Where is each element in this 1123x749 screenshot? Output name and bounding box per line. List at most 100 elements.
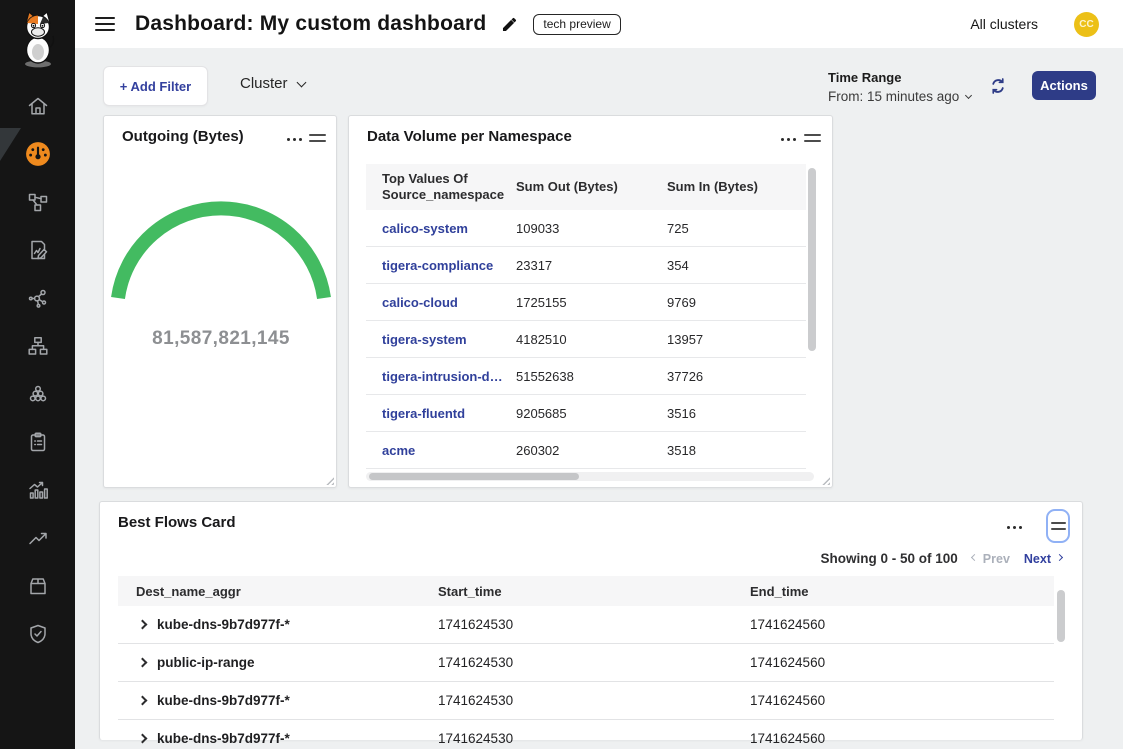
expand-row-chevron-icon[interactable] bbox=[137, 619, 148, 630]
edit-dashboard-button[interactable] bbox=[500, 15, 519, 34]
sum-out-cell: 109033 bbox=[516, 220, 560, 236]
avatar[interactable]: CC bbox=[1074, 11, 1099, 37]
namespace-link[interactable]: calico-cloud bbox=[382, 294, 458, 310]
card-menu-button[interactable] bbox=[283, 134, 306, 145]
expand-row-chevron-icon[interactable] bbox=[137, 695, 148, 706]
dashboard-gauge-icon bbox=[25, 142, 50, 166]
chevron-left-icon bbox=[970, 553, 978, 561]
gauge-value: 81,587,821,145 bbox=[152, 328, 290, 349]
dest-name-cell: kube-dns-9b7d977f-* bbox=[157, 731, 290, 746]
sum-in-cell: 13957 bbox=[667, 331, 704, 347]
column-header: Top Values Of Source_namespace bbox=[382, 170, 505, 202]
sidebar-item-trends[interactable] bbox=[0, 514, 75, 562]
sum-out-cell: 4182510 bbox=[516, 331, 567, 347]
sidebar-item-reports[interactable] bbox=[0, 226, 75, 274]
card-menu-button[interactable] bbox=[1003, 522, 1026, 533]
best-flows-card: Best Flows Card Showing 0 - 50 of 100 Pr… bbox=[99, 501, 1083, 746]
sum-in-cell: 9769 bbox=[667, 294, 696, 310]
dest-name-cell: public-ip-range bbox=[157, 655, 255, 670]
sidebar-item-compliance[interactable] bbox=[0, 418, 75, 466]
start-time-cell: 1741624530 bbox=[438, 617, 514, 632]
namespace-link[interactable]: tigera-system bbox=[382, 331, 467, 347]
sum-in-cell: 37726 bbox=[667, 368, 704, 384]
namespace-link[interactable]: tigera-compliance bbox=[382, 257, 494, 273]
table-row: tigera-intrusion-d… 51552638 37726 bbox=[366, 358, 806, 395]
refresh-button[interactable] bbox=[988, 76, 1008, 96]
table-row: acme 260302 3518 bbox=[366, 432, 806, 469]
pagination-status: Showing 0 - 50 of 100 bbox=[820, 551, 958, 566]
add-filter-button[interactable]: + Add Filter bbox=[103, 66, 208, 106]
vertical-scrollbar[interactable] bbox=[808, 168, 816, 351]
graph-nodes-icon bbox=[28, 289, 46, 308]
top-bar: Dashboard: My custom dashboard tech prev… bbox=[75, 0, 1123, 48]
data-volume-table-body: calico-system 109033 725 tigera-complian… bbox=[366, 210, 806, 469]
start-time-cell: 1741624530 bbox=[438, 693, 514, 708]
sidebar-item-security[interactable] bbox=[0, 610, 75, 658]
cat-logo-icon bbox=[24, 10, 54, 68]
namespace-link[interactable]: calico-system bbox=[382, 220, 468, 236]
sidebar-nav bbox=[0, 82, 75, 658]
cluster-dropdown[interactable]: Cluster bbox=[240, 75, 306, 92]
sum-in-cell: 725 bbox=[667, 220, 689, 236]
horizontal-scrollbar[interactable] bbox=[369, 473, 579, 480]
clipboard-icon bbox=[30, 432, 45, 452]
chevron-down-icon bbox=[296, 77, 306, 87]
card-menu-button[interactable] bbox=[777, 134, 800, 145]
card-title: Outgoing (Bytes) bbox=[122, 128, 244, 145]
gauge-arc bbox=[111, 201, 331, 299]
prev-page-button[interactable]: Prev bbox=[970, 552, 1010, 566]
home-icon bbox=[28, 97, 47, 115]
sidebar-item-topology[interactable] bbox=[0, 178, 75, 226]
time-range-label: Time Range bbox=[828, 70, 902, 85]
sidebar-item-dashboards[interactable] bbox=[0, 130, 75, 178]
actions-button[interactable]: Actions bbox=[1032, 71, 1096, 100]
expand-row-chevron-icon[interactable] bbox=[137, 657, 148, 668]
cluster-circles-icon bbox=[29, 385, 46, 402]
data-volume-table: Top Values Of Source_namespace Sum Out (… bbox=[366, 164, 806, 469]
column-header: Sum In (Bytes) bbox=[667, 178, 759, 194]
card-resize-handle[interactable] bbox=[325, 476, 334, 485]
sidebar-item-packages[interactable] bbox=[0, 562, 75, 610]
sidebar-item-network[interactable] bbox=[0, 322, 75, 370]
chevron-down-icon bbox=[965, 91, 973, 99]
next-page-button[interactable]: Next bbox=[1023, 551, 1064, 566]
time-range-selector[interactable]: From: 15 minutes ago bbox=[828, 89, 973, 104]
namespace-link[interactable]: acme bbox=[382, 442, 416, 458]
dest-name-cell: kube-dns-9b7d977f-* bbox=[157, 693, 290, 708]
all-clusters-selector[interactable]: All clusters bbox=[970, 16, 1038, 32]
expand-row-chevron-icon[interactable] bbox=[137, 733, 148, 744]
sidebar-item-statistics[interactable] bbox=[0, 466, 75, 514]
sidebar-item-home[interactable] bbox=[0, 82, 75, 130]
report-edit-icon bbox=[30, 240, 47, 260]
chart-stats-icon bbox=[28, 481, 48, 499]
namespace-link[interactable]: tigera-fluentd bbox=[382, 405, 466, 421]
calico-cat-logo[interactable] bbox=[0, 0, 75, 78]
column-header: Start_time bbox=[438, 583, 502, 599]
time-range-value: From: 15 minutes ago bbox=[828, 89, 960, 104]
card-title: Best Flows Card bbox=[118, 514, 236, 531]
column-header: Sum Out (Bytes) bbox=[516, 178, 618, 194]
card-resize-handle[interactable] bbox=[821, 476, 830, 485]
table-header-row: Top Values Of Source_namespace Sum Out (… bbox=[366, 164, 806, 210]
card-drag-handle-icon[interactable] bbox=[306, 131, 329, 145]
best-flows-table: Dest_name_aggr Start_time End_time kube-… bbox=[118, 576, 1054, 749]
namespace-link[interactable]: tigera-intrusion-d… bbox=[382, 368, 503, 384]
next-label: Next bbox=[1023, 551, 1051, 566]
best-flows-table-body: kube-dns-9b7d977f-* 1741624530 174162456… bbox=[118, 606, 1054, 749]
sidebar-item-service-graph[interactable] bbox=[0, 274, 75, 322]
sum-out-cell: 51552638 bbox=[516, 368, 574, 384]
card-title: Data Volume per Namespace bbox=[367, 128, 572, 145]
column-header: Dest_name_aggr bbox=[136, 583, 241, 599]
card-drag-handle-icon[interactable] bbox=[801, 131, 824, 145]
vertical-scrollbar[interactable] bbox=[1057, 590, 1065, 642]
hamburger-menu-icon[interactable] bbox=[95, 17, 115, 31]
sum-out-cell: 260302 bbox=[516, 442, 560, 458]
network-tree-icon bbox=[27, 337, 48, 355]
table-header-row: Dest_name_aggr Start_time End_time bbox=[118, 576, 1054, 606]
card-drag-handle-focused[interactable] bbox=[1046, 509, 1070, 543]
chevron-right-icon bbox=[1055, 553, 1064, 561]
table-row: tigera-system 4182510 13957 bbox=[366, 321, 806, 358]
sidebar bbox=[0, 0, 75, 749]
sidebar-item-workloads[interactable] bbox=[0, 370, 75, 418]
end-time-cell: 1741624560 bbox=[750, 693, 826, 708]
